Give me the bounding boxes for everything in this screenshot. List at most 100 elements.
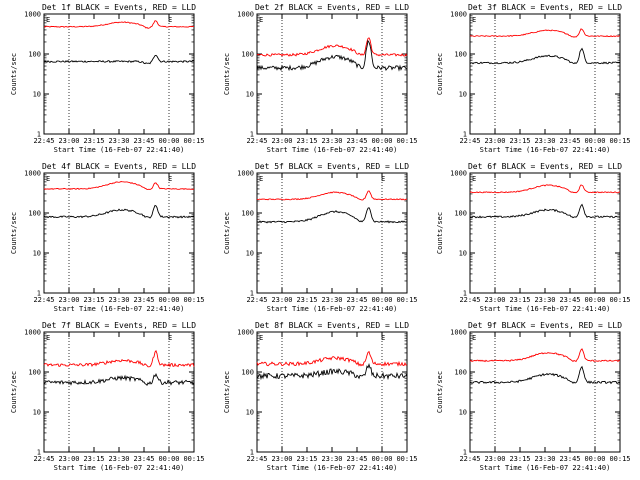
y-tick-label: 10 — [33, 91, 41, 99]
y-tick-label: 1 — [463, 131, 467, 139]
y-tick-label: 1000 — [237, 11, 254, 19]
y-tick-label: 10 — [246, 409, 254, 417]
x-axis-label: Start Time (16-Feb-07 22:41:40) — [267, 464, 398, 472]
plot-frame — [256, 13, 408, 135]
x-tick-label: 22:45 — [459, 137, 480, 145]
marker-label: E — [259, 16, 263, 24]
y-tick-label: 10 — [246, 250, 254, 258]
x-tick-label: 23:45 — [133, 455, 154, 463]
events-series-line — [469, 203, 621, 219]
plot-frame — [43, 331, 195, 453]
y-tick-label: 1000 — [450, 329, 467, 337]
y-tick-label: 10 — [459, 409, 467, 417]
plot-frame — [469, 13, 621, 135]
x-tick-label: 22:45 — [33, 455, 54, 463]
y-tick-label: 100 — [28, 369, 41, 377]
x-tick-label: 23:45 — [133, 137, 154, 145]
lld-series-line — [43, 20, 194, 29]
x-tick-label: 22:45 — [246, 455, 267, 463]
x-tick-label: 23:30 — [108, 137, 129, 145]
x-tick-label: 00:00 — [158, 137, 179, 145]
events-series-line — [43, 372, 195, 386]
lld-series-line — [43, 349, 195, 368]
x-axis-label: Start Time (16-Feb-07 22:41:40) — [480, 464, 611, 472]
x-tick-label: 23:45 — [133, 296, 154, 304]
lld-series-line — [256, 350, 408, 367]
x-tick-label: 00:00 — [371, 137, 392, 145]
y-tick-label: 100 — [28, 51, 41, 59]
x-axis-label: Start Time (16-Feb-07 22:41:40) — [267, 305, 398, 313]
x-tick-label: 23:30 — [534, 455, 555, 463]
x-tick-label: 00:15 — [183, 455, 204, 463]
panel-title: Det 5f BLACK = Events, RED = LLD — [255, 162, 409, 171]
y-axis-label: Counts/sec — [223, 371, 231, 413]
lld-series-line — [469, 184, 621, 194]
x-tick-label: 00:00 — [158, 296, 179, 304]
plot-frame — [256, 172, 408, 294]
x-tick-label: 00:00 — [158, 455, 179, 463]
x-tick-label: 22:45 — [33, 137, 54, 145]
x-tick-label: 23:45 — [559, 455, 580, 463]
x-axis-label: Start Time (16-Feb-07 22:41:40) — [480, 146, 611, 154]
events-series-line — [43, 204, 195, 219]
y-tick-label: 1 — [463, 290, 467, 298]
x-tick-label: 23:45 — [346, 137, 367, 145]
x-tick-label: 23:00 — [271, 296, 292, 304]
panel-5: Det 5f BLACK = Events, RED = LLD 1 10 100 10… — [223, 162, 418, 313]
y-axis-label: Counts/sec — [436, 53, 444, 95]
panel-4: Det 4f BLACK = Events, RED = LLD 1 10 100 10… — [10, 162, 205, 313]
x-tick-label: 23:45 — [346, 296, 367, 304]
y-axis-label: Counts/sec — [436, 212, 444, 254]
marker-label: E — [472, 175, 476, 183]
x-tick-label: 23:15 — [83, 137, 104, 145]
x-tick-label: 23:15 — [296, 296, 317, 304]
y-tick-label: 1000 — [24, 329, 41, 337]
panel-8: Det 8f BLACK = Events, RED = LLD 1 10 100 10… — [223, 321, 418, 472]
panel-title: Det 4f BLACK = Events, RED = LLD — [42, 162, 196, 171]
y-tick-label: 1000 — [450, 170, 467, 178]
y-tick-label: 1 — [37, 131, 41, 139]
plot-frame — [43, 13, 195, 135]
x-tick-label: 23:45 — [346, 455, 367, 463]
x-tick-label: 23:30 — [108, 296, 129, 304]
y-tick-label: 1000 — [24, 11, 41, 19]
y-tick-label: 100 — [454, 51, 467, 59]
plot-frame — [469, 172, 621, 294]
x-tick-label: 00:00 — [371, 455, 392, 463]
lld-series-line — [469, 348, 621, 363]
x-tick-label: 23:30 — [534, 137, 555, 145]
x-tick-label: 23:45 — [559, 137, 580, 145]
marker-label: E — [168, 16, 172, 24]
x-tick-label: 00:00 — [584, 137, 605, 145]
y-tick-label: 100 — [454, 210, 467, 218]
lld-series-line — [256, 190, 408, 201]
events-series-line — [256, 362, 408, 381]
x-tick-label: 22:45 — [459, 296, 480, 304]
x-tick-label: 22:45 — [33, 296, 54, 304]
x-axis-label: Start Time (16-Feb-07 22:41:40) — [267, 146, 398, 154]
x-tick-label: 00:15 — [609, 296, 630, 304]
y-tick-label: 1 — [463, 449, 467, 457]
y-axis-label: Counts/sec — [10, 53, 18, 95]
x-axis-label: Start Time (16-Feb-07 22:41:40) — [480, 305, 611, 313]
x-tick-label: 00:15 — [396, 296, 417, 304]
y-axis-label: Counts/sec — [223, 53, 231, 95]
marker-label: E — [594, 175, 598, 183]
x-axis-label: Start Time (16-Feb-07 22:41:40) — [54, 146, 185, 154]
panel-title: Det 9f BLACK = Events, RED = LLD — [468, 321, 622, 330]
x-tick-label: 23:00 — [484, 455, 505, 463]
panel-title: Det 8f BLACK = Events, RED = LLD — [255, 321, 409, 330]
y-tick-label: 10 — [459, 91, 467, 99]
x-tick-label: 22:45 — [246, 137, 267, 145]
x-tick-label: 23:15 — [296, 455, 317, 463]
x-tick-label: 23:15 — [509, 296, 530, 304]
x-tick-label: 23:15 — [296, 137, 317, 145]
marker-label: E — [46, 175, 50, 183]
x-tick-label: 23:00 — [271, 455, 292, 463]
y-axis-label: Counts/sec — [10, 212, 18, 254]
x-tick-label: 00:15 — [609, 455, 630, 463]
y-axis-label: Counts/sec — [223, 212, 231, 254]
lld-series-line — [43, 181, 195, 191]
y-axis-label: Counts/sec — [10, 371, 18, 413]
y-tick-label: 1000 — [450, 11, 467, 19]
